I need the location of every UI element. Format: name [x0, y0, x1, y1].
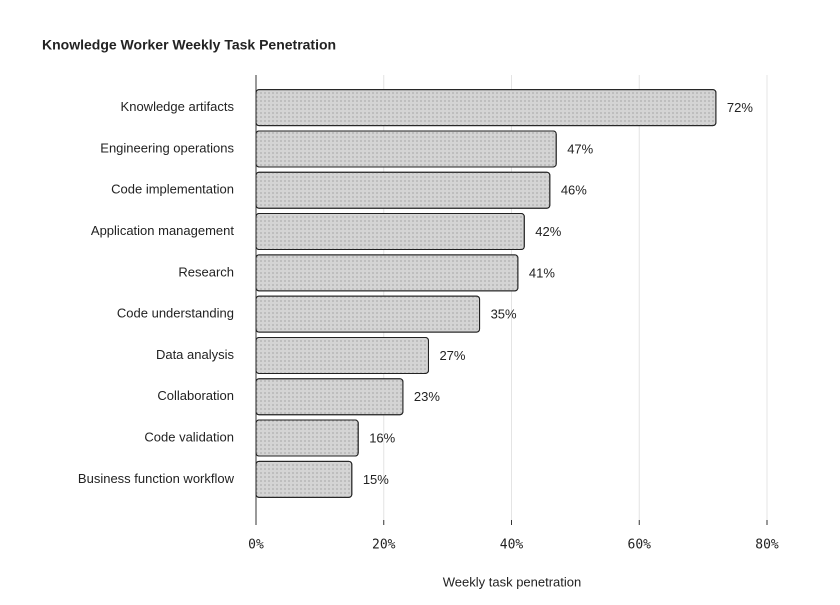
x-tick-label: 40% — [500, 538, 524, 553]
x-tick-label: 60% — [628, 538, 652, 553]
value-label: 35% — [491, 307, 517, 322]
x-tick-label: 80% — [755, 538, 779, 553]
value-label: 27% — [439, 348, 465, 363]
x-axis-label: Weekly task penetration — [443, 574, 582, 589]
y-tick-label: Code implementation — [111, 182, 234, 197]
bar-texture — [255, 89, 717, 127]
y-tick-label: Application management — [91, 223, 234, 238]
value-label: 72% — [727, 100, 753, 115]
y-tick-label: Engineering operations — [100, 140, 234, 155]
bar-texture — [255, 460, 353, 498]
chart-title: Knowledge Worker Weekly Task Penetration — [42, 37, 336, 53]
y-tick-label: Research — [178, 264, 234, 279]
y-tick-label: Knowledge artifacts — [121, 99, 235, 114]
y-tick-label: Business function workflow — [78, 471, 235, 486]
y-tick-label: Collaboration — [157, 388, 234, 403]
y-tick-label: Code validation — [144, 429, 234, 444]
value-label: 15% — [363, 472, 389, 487]
bar-texture — [255, 254, 519, 292]
bar-texture — [255, 378, 404, 416]
value-label: 42% — [535, 224, 561, 239]
bar-texture — [255, 130, 557, 168]
y-tick-label: Code understanding — [117, 306, 234, 321]
value-label: 47% — [567, 141, 593, 156]
x-tick-label: 0% — [248, 538, 264, 553]
bar-texture — [255, 295, 481, 333]
bar-texture — [255, 419, 359, 457]
y-tick-label: Data analysis — [156, 347, 235, 362]
bar-texture — [255, 336, 429, 374]
value-label: 16% — [369, 430, 395, 445]
bar-texture — [255, 171, 551, 209]
value-label: 23% — [414, 389, 440, 404]
bar-texture — [255, 213, 525, 251]
value-label: 41% — [529, 265, 555, 280]
value-label: 46% — [561, 183, 587, 198]
x-tick-label: 20% — [372, 538, 396, 553]
